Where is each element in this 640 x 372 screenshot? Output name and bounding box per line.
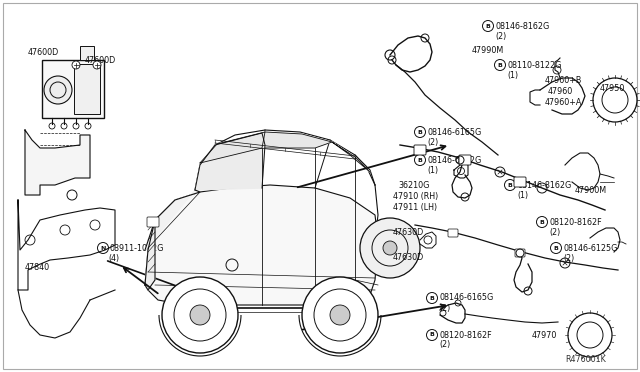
Text: 08911-1082G: 08911-1082G [110,244,164,253]
Text: 47630D: 47630D [393,228,424,237]
Polygon shape [195,133,265,190]
Circle shape [360,218,420,278]
Text: 47910 (RH): 47910 (RH) [393,192,438,201]
Text: B: B [417,157,422,163]
Text: 08120-8162F: 08120-8162F [549,218,602,227]
Text: B: B [554,246,559,250]
Polygon shape [25,130,90,195]
Text: 47900M: 47900M [575,186,607,195]
Circle shape [93,61,101,69]
Polygon shape [200,132,265,163]
Text: 47990M: 47990M [472,45,504,55]
Text: (4): (4) [108,253,119,263]
Text: 47600D: 47600D [85,55,116,64]
Polygon shape [265,132,332,148]
Text: N: N [100,246,106,250]
Circle shape [330,305,350,325]
Text: (2): (2) [439,304,451,312]
Text: (2): (2) [549,228,560,237]
Text: R476001K: R476001K [565,356,605,365]
Circle shape [190,305,210,325]
Circle shape [383,241,397,255]
Text: 47600D: 47600D [28,48,60,57]
Text: 08120-8162F: 08120-8162F [439,330,492,340]
Text: B: B [429,295,435,301]
Text: 08146-8162G: 08146-8162G [517,180,572,189]
Text: 47960+A: 47960+A [545,97,582,106]
Text: 47960: 47960 [548,87,573,96]
Text: 47960+B: 47960+B [545,76,582,84]
FancyBboxPatch shape [448,229,458,237]
Text: 36210G: 36210G [398,180,429,189]
Polygon shape [332,142,370,172]
Text: B: B [486,23,490,29]
FancyBboxPatch shape [414,145,426,155]
Text: 47840: 47840 [25,263,50,273]
Polygon shape [145,185,378,305]
Text: B: B [429,333,435,337]
Text: 47911 (LH): 47911 (LH) [393,202,437,212]
FancyBboxPatch shape [74,64,100,114]
Text: 47630D: 47630D [393,253,424,263]
Text: (1): (1) [517,190,528,199]
Text: 08146-6162G: 08146-6162G [427,155,481,164]
FancyBboxPatch shape [80,46,94,60]
Text: (2): (2) [427,138,438,147]
Text: 08146-8162G: 08146-8162G [495,22,549,31]
Text: (1): (1) [507,71,518,80]
FancyBboxPatch shape [515,249,525,257]
FancyBboxPatch shape [459,155,471,165]
Text: B: B [540,219,545,224]
Text: 47950: 47950 [600,83,625,93]
Text: (1): (1) [427,166,438,174]
Text: B: B [497,62,502,67]
Text: 08110-8122G: 08110-8122G [507,61,561,70]
Text: B: B [508,183,513,187]
Polygon shape [145,220,155,290]
Text: 08146-6165G: 08146-6165G [427,128,481,137]
Text: 08146-6125G: 08146-6125G [563,244,618,253]
Polygon shape [145,190,200,250]
Circle shape [72,61,80,69]
Text: B: B [417,129,422,135]
FancyBboxPatch shape [147,217,159,227]
Circle shape [302,277,378,353]
Text: 47970: 47970 [532,330,557,340]
FancyBboxPatch shape [42,60,104,118]
FancyBboxPatch shape [514,177,526,187]
Text: (2): (2) [563,253,574,263]
Circle shape [44,76,72,104]
Text: (2): (2) [495,32,506,41]
Circle shape [162,277,238,353]
Text: 08146-6165G: 08146-6165G [439,294,493,302]
Text: (2): (2) [439,340,451,350]
